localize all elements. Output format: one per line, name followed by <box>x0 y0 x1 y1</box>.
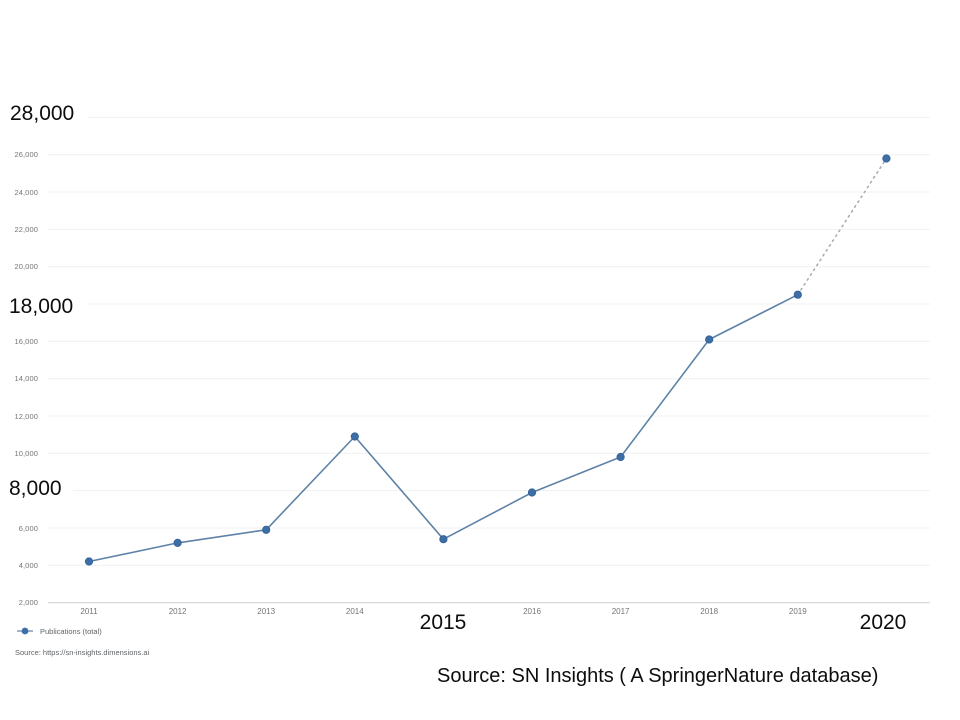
y-tick-label: 22,000 <box>14 224 38 234</box>
projection-dotted-line <box>797 157 888 296</box>
data-point-2012 <box>173 538 182 548</box>
slide-source-note: Source: SN Insights ( A SpringerNature d… <box>437 661 879 691</box>
data-point-2017 <box>616 452 625 462</box>
x-tick-label: 2011 <box>80 607 98 616</box>
x-tick-label: 2019 <box>788 607 807 616</box>
big-ytick-label-18000: 18,000 <box>5 293 87 321</box>
x-tick-label: 2014 <box>345 607 364 616</box>
y-tick-label: 26,000 <box>14 150 38 160</box>
y-tick-label: 4,000 <box>18 560 38 570</box>
y-tick-label: 16,000 <box>14 336 38 346</box>
data-point-2014 <box>350 432 359 441</box>
y-tick-label: 6,000 <box>18 523 38 533</box>
data-point-2020 <box>882 154 891 163</box>
legend-line-dot-icon <box>17 627 33 635</box>
data-point-2015 <box>439 535 448 544</box>
y-tick-label: 24,000 <box>14 187 38 197</box>
data-point-2019 <box>793 290 802 299</box>
x-tick-label: 2018 <box>700 607 719 616</box>
x-tick-label: 2017 <box>611 607 630 616</box>
y-tick-label: 12,000 <box>14 411 38 421</box>
big-ytick-label-8000: 8,000 <box>5 475 73 503</box>
data-point-2011 <box>84 557 94 566</box>
data-point-2016 <box>527 488 537 497</box>
chart-source-caption: Source: https://sn-insights.dimensions.a… <box>15 648 150 657</box>
y-tick-label: 14,000 <box>14 374 38 384</box>
x-tick-label: 2016 <box>523 607 541 616</box>
x-tick-label: 2012 <box>168 607 187 616</box>
y-tick-label: 10,000 <box>14 448 38 458</box>
x-tick-label: 2013 <box>257 607 276 616</box>
big-xtick-label-2020: 2020 <box>855 609 911 637</box>
big-ytick-label-28000: 28,000 <box>6 100 88 128</box>
data-point-2013 <box>262 525 271 534</box>
data-point-2018 <box>705 335 714 344</box>
y-tick-label: 2,000 <box>18 598 38 608</box>
y-tick-label: 20,000 <box>14 262 38 272</box>
big-xtick-label-2015: 2015 <box>415 609 471 637</box>
publications-series-line <box>88 293 799 563</box>
legend-label: Publications (total) <box>40 626 102 636</box>
chart-legend: Publications (total) <box>16 626 102 636</box>
